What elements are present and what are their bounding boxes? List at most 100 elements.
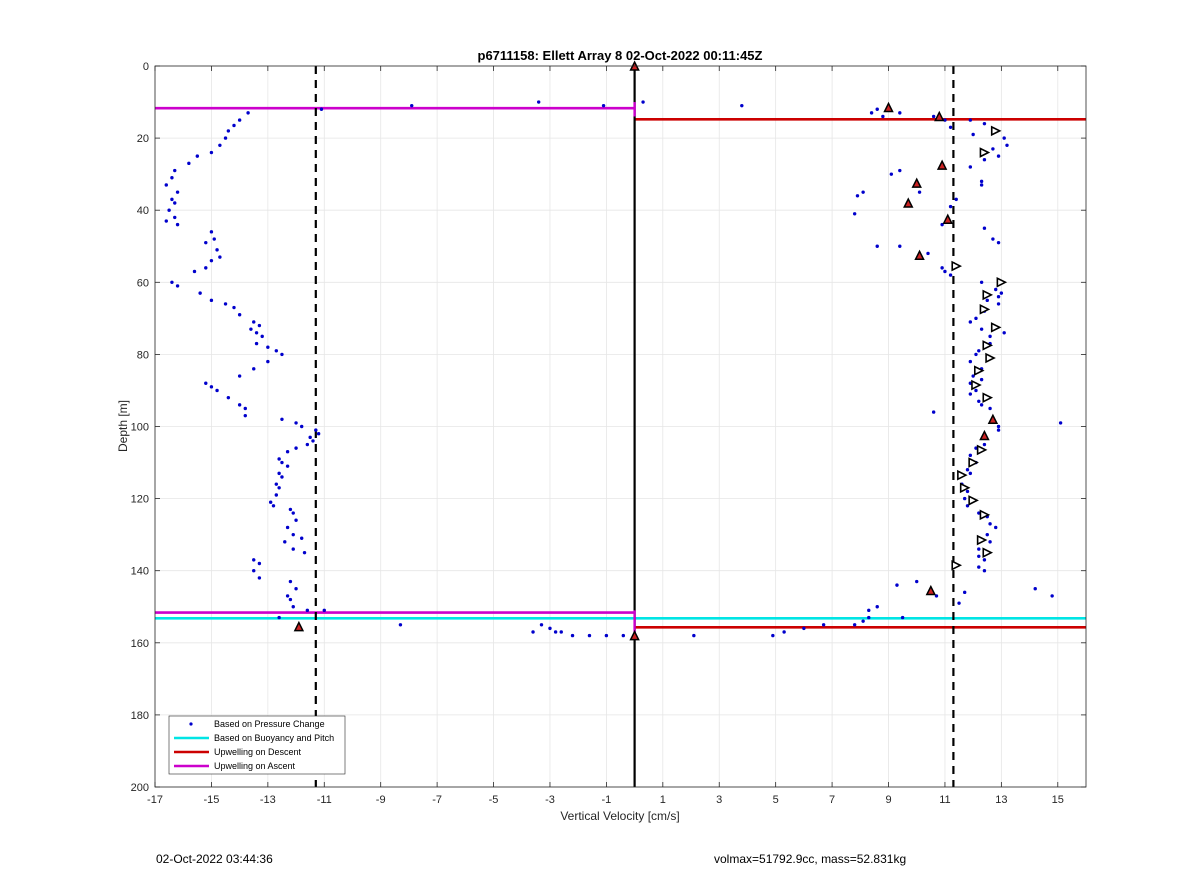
descent-marker xyxy=(293,620,305,632)
data-point xyxy=(943,269,947,274)
data-point xyxy=(982,158,987,162)
x-axis-label: Vertical Velocity [cm/s] xyxy=(560,809,679,823)
data-point xyxy=(215,388,219,393)
data-point xyxy=(291,605,295,609)
ascent-marker xyxy=(976,534,988,546)
y-tick-label: 120 xyxy=(131,494,149,506)
data-point xyxy=(979,327,984,331)
data-point xyxy=(291,547,295,551)
data-point xyxy=(971,132,975,137)
data-point xyxy=(641,100,645,104)
data-point xyxy=(977,547,981,551)
x-tick-label: -3 xyxy=(545,794,555,806)
data-point xyxy=(988,406,992,411)
data-point xyxy=(548,626,552,631)
data-point xyxy=(164,183,168,187)
data-point xyxy=(991,147,995,151)
data-point xyxy=(982,558,987,562)
data-point xyxy=(968,320,973,324)
data-point xyxy=(962,590,967,595)
data-point xyxy=(974,352,978,357)
data-point xyxy=(274,482,279,486)
data-point xyxy=(209,150,214,155)
data-point xyxy=(957,601,961,605)
y-tick-label: 160 xyxy=(131,638,149,650)
data-point xyxy=(257,576,262,580)
data-point xyxy=(285,464,290,468)
ascent-marker xyxy=(982,392,994,403)
data-point xyxy=(861,190,865,194)
data-point xyxy=(994,525,998,530)
data-point xyxy=(861,619,865,623)
data-point xyxy=(280,417,284,421)
legend-item-pressure: Based on Pressure Change xyxy=(189,719,325,729)
data-point xyxy=(294,518,298,522)
data-point xyxy=(232,305,236,310)
data-point xyxy=(621,633,626,638)
ascent-marker xyxy=(957,469,968,481)
data-point xyxy=(965,489,970,494)
ascent-marker xyxy=(979,304,991,315)
data-point xyxy=(291,511,295,515)
y-axis-label: Depth [m] xyxy=(116,400,130,452)
data-point xyxy=(237,118,242,122)
ascent-marker xyxy=(990,125,1002,137)
data-point xyxy=(322,608,326,613)
vertical-reference-lines xyxy=(314,66,955,787)
data-point xyxy=(869,111,874,115)
data-point xyxy=(274,493,279,497)
data-point xyxy=(979,280,984,284)
ascent-marker xyxy=(951,260,963,272)
data-point xyxy=(209,385,214,389)
legend: Based on Pressure Change Based on Buoyan… xyxy=(168,715,346,775)
data-point xyxy=(175,222,180,227)
data-point xyxy=(1033,587,1037,591)
data-point xyxy=(226,395,231,400)
data-point xyxy=(996,295,1001,299)
data-point xyxy=(1005,143,1009,148)
data-point xyxy=(277,471,281,476)
data-point xyxy=(977,565,981,569)
data-point xyxy=(288,579,293,584)
data-point xyxy=(988,522,992,526)
legend-label-pressure: Based on Pressure Change xyxy=(214,719,325,729)
data-point xyxy=(604,633,609,638)
data-point xyxy=(974,316,978,321)
y-tick-label: 20 xyxy=(137,133,149,145)
legend-swatch-dot xyxy=(189,722,193,726)
data-point xyxy=(915,579,919,584)
data-point xyxy=(968,453,973,458)
data-point xyxy=(212,237,216,241)
data-point xyxy=(917,190,922,194)
ascent-marker xyxy=(979,509,991,521)
data-point xyxy=(1058,421,1063,425)
x-tick-label: 1 xyxy=(660,794,666,806)
data-point xyxy=(948,125,953,129)
x-axis-ticks: -17 -15 -13 -11 -9 -7 -5 -3 -1 1 3 5 7 9 11 13 15 xyxy=(147,66,1064,806)
legend-label-ascent: Upwelling on Ascent xyxy=(214,761,296,771)
data-point xyxy=(277,486,281,490)
data-point xyxy=(931,114,936,119)
x-tick-label: -13 xyxy=(260,794,276,806)
data-point xyxy=(895,583,899,587)
x-tick-label: 15 xyxy=(1052,794,1064,806)
data-point xyxy=(285,525,290,530)
descent-marker xyxy=(942,213,953,224)
ascent-marker xyxy=(973,365,985,376)
data-point xyxy=(285,594,290,598)
data-point xyxy=(294,446,298,450)
pressure-change-points xyxy=(164,100,1063,638)
data-point xyxy=(170,280,174,284)
data-point xyxy=(167,208,171,212)
data-point xyxy=(852,623,857,627)
data-point xyxy=(285,450,290,454)
data-point xyxy=(531,630,535,634)
x-tick-label: -17 xyxy=(147,794,163,806)
ascent-marker xyxy=(968,457,979,468)
data-point xyxy=(204,266,208,270)
data-point xyxy=(977,554,981,558)
data-point xyxy=(277,615,281,620)
data-point xyxy=(996,428,1001,432)
y-tick-label: 60 xyxy=(137,277,149,289)
data-point xyxy=(288,507,293,512)
